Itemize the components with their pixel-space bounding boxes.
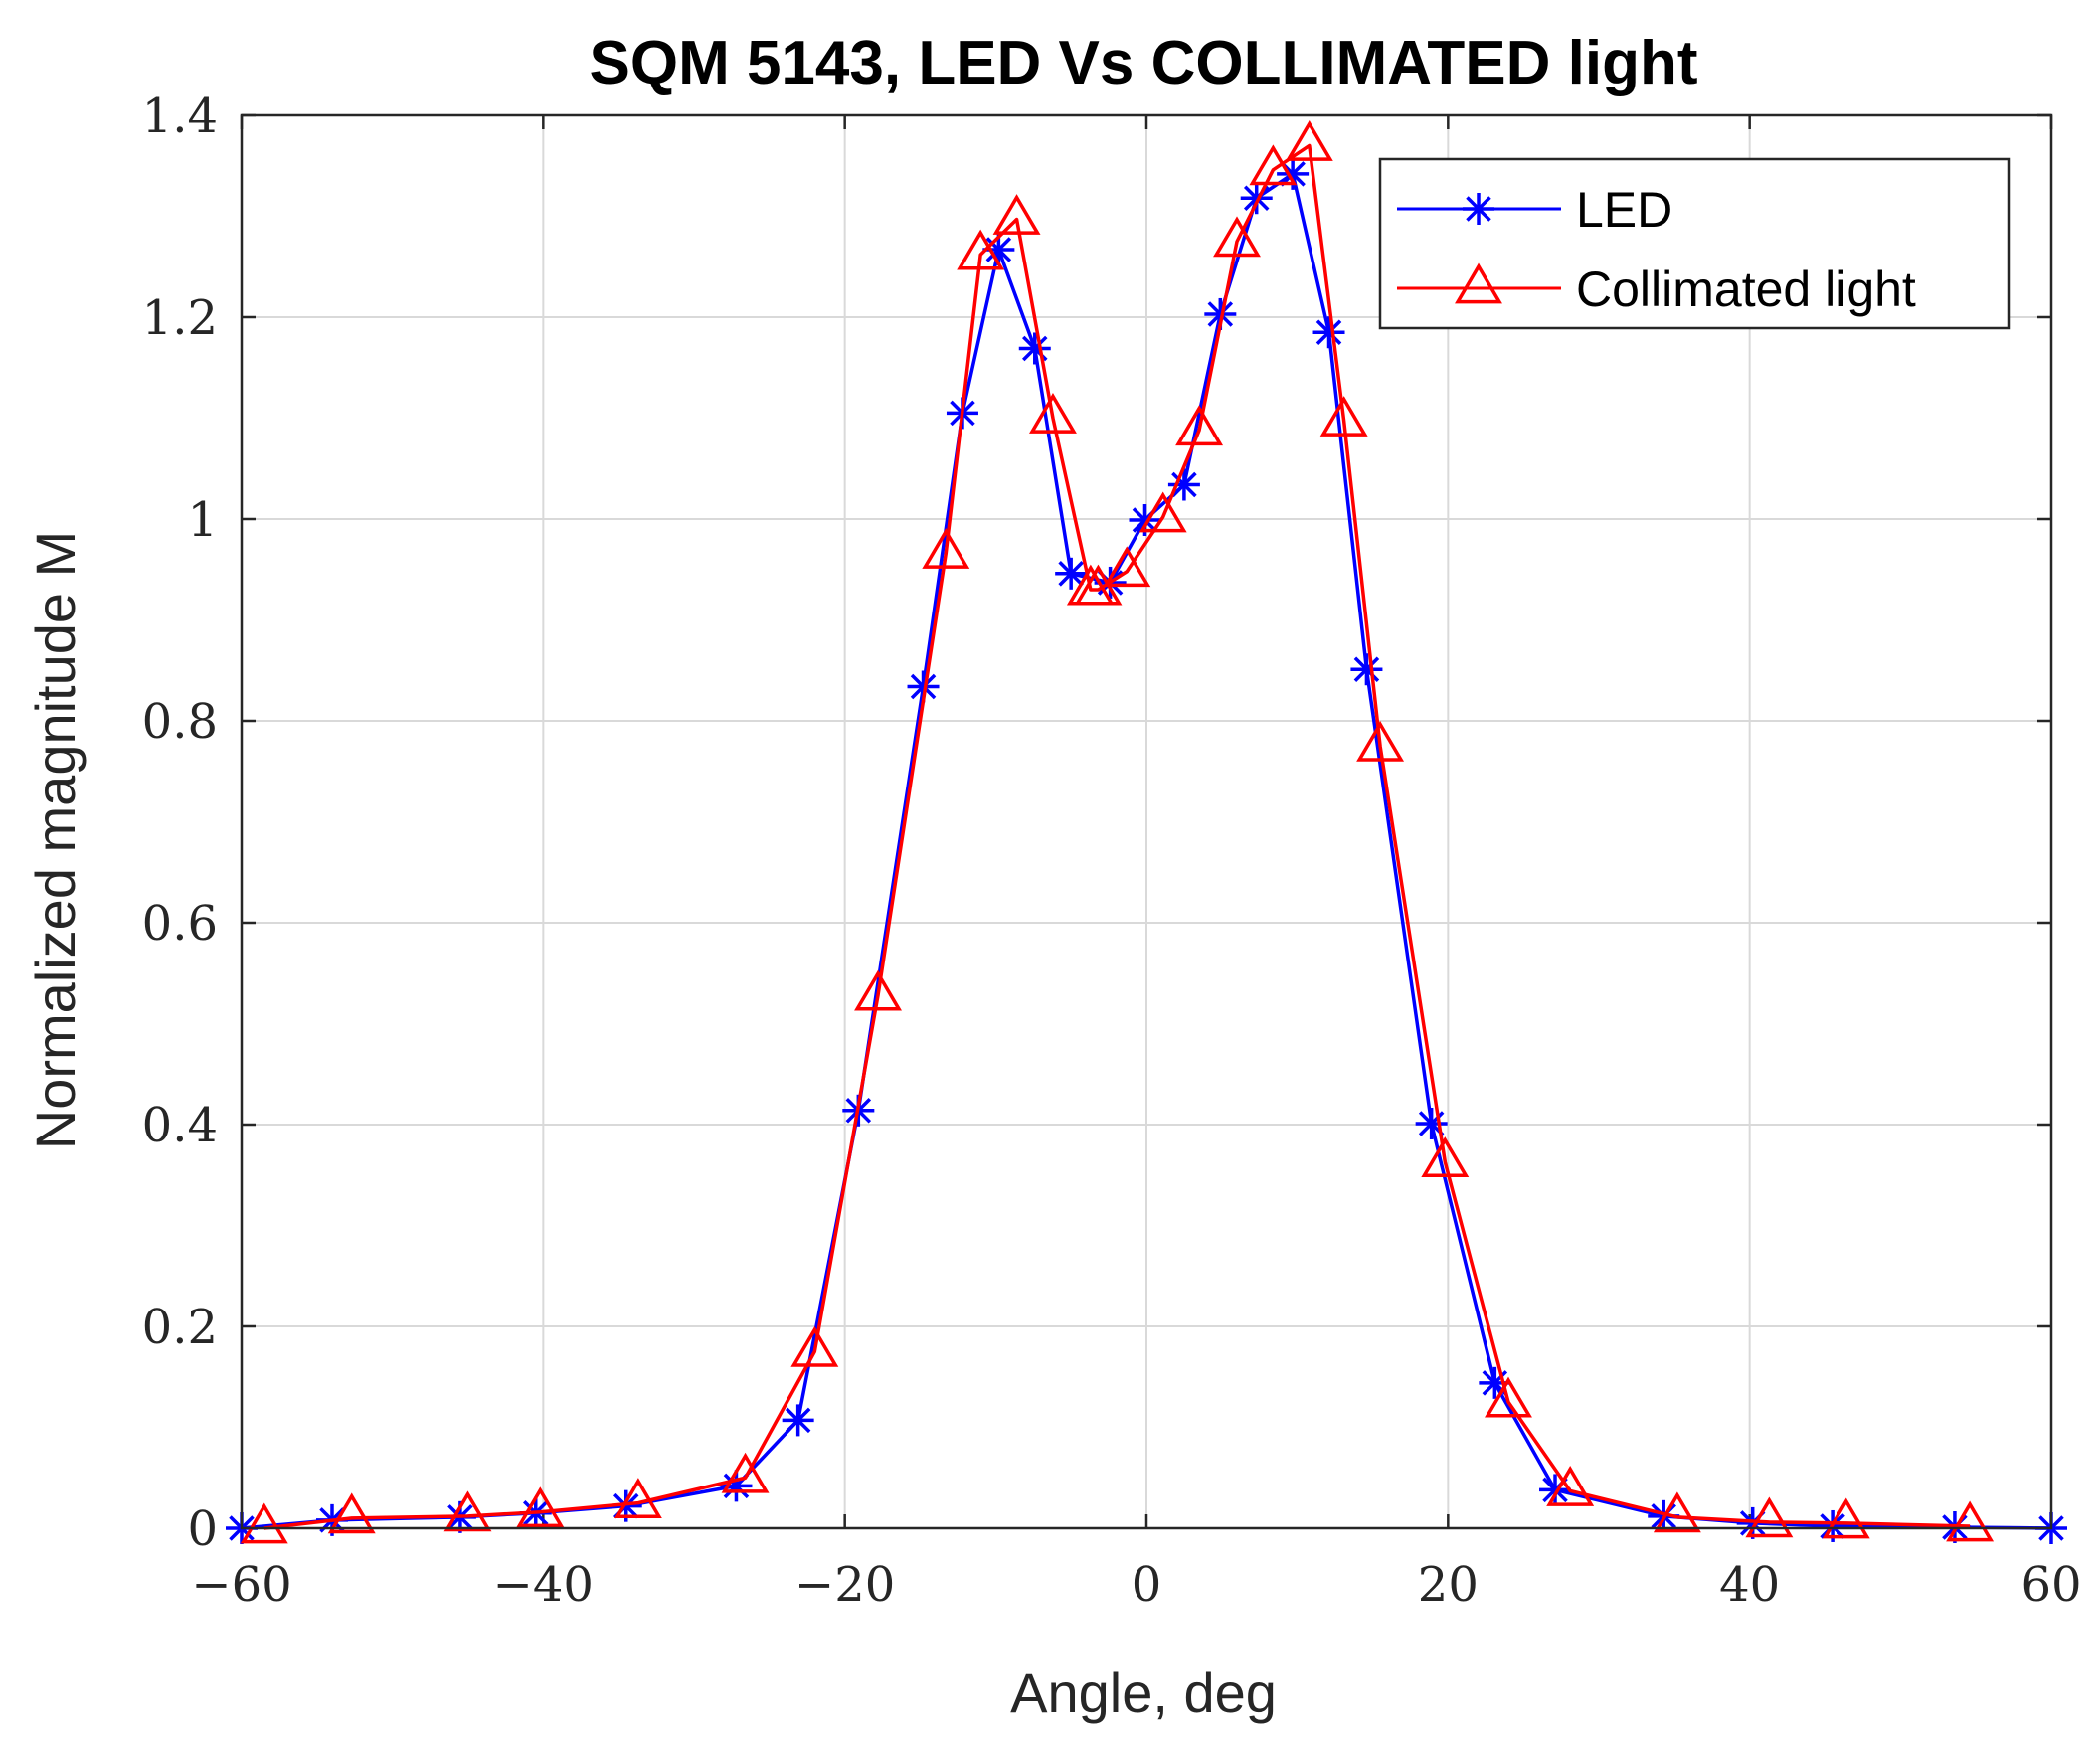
data-point-triangle [327, 1492, 376, 1534]
data-point-triangle [1421, 1136, 1470, 1177]
series-layer [226, 119, 2067, 1544]
data-point-asterisk [1055, 557, 1088, 590]
data-point-triangle [922, 528, 970, 569]
data-point-triangle [957, 229, 1005, 270]
x-tick-label: −20 [794, 1557, 895, 1613]
data-point-triangle [1029, 393, 1077, 434]
data-point-triangle [854, 969, 902, 1011]
data-point-asterisk [1240, 182, 1273, 215]
data-point-triangle [1455, 262, 1502, 304]
y-tick-label: 1.2 [142, 290, 218, 346]
y-tick-label: 0.4 [142, 1098, 218, 1153]
data-point-triangle [516, 1486, 565, 1528]
data-point-triangle [1319, 396, 1368, 437]
legend-box [1378, 157, 2011, 330]
data-point-triangle [1946, 1500, 1995, 1542]
grid [242, 115, 2051, 1528]
plot-border [240, 113, 2053, 1530]
data-point-triangle [1103, 546, 1151, 588]
data-point-triangle [240, 1502, 288, 1544]
x-tick-label: −40 [493, 1557, 594, 1613]
data-point-triangle [1213, 216, 1261, 258]
data-point-triangle [443, 1490, 492, 1532]
data-point-asterisk [1415, 1107, 1448, 1139]
y-axis-label: Normalized magnitude M [24, 531, 87, 1149]
data-point-asterisk [1018, 332, 1051, 365]
data-point-triangle [1356, 720, 1405, 762]
chart-title: SQM 5143, LED Vs COLLIMATED light [590, 29, 1698, 97]
data-point-triangle [1745, 1496, 1794, 1538]
x-tick-label: −60 [191, 1557, 291, 1613]
x-tick-label: 20 [1418, 1557, 1479, 1613]
y-tick-label: 0 [187, 1501, 218, 1557]
data-point-triangle [1249, 144, 1298, 186]
data-point-asterisk [1350, 653, 1383, 686]
legend-label-collimated: Collimated light [1576, 262, 1916, 317]
plot-area [226, 113, 2067, 1544]
legend: LED Collimated light [1378, 157, 2011, 330]
data-point-triangle [790, 1325, 839, 1367]
y-tick-label: 0.6 [142, 896, 218, 952]
data-point-asterisk [782, 1404, 814, 1437]
y-tick-label: 0.8 [142, 694, 218, 750]
y-tick-label: 1 [187, 492, 218, 548]
data-point-triangle [1285, 119, 1333, 161]
data-point-triangle [1175, 405, 1224, 446]
series-line [263, 143, 1971, 1530]
data-point-triangle [1822, 1497, 1870, 1539]
x-tick-label: 40 [1719, 1557, 1780, 1613]
x-tick-label: 0 [1132, 1557, 1162, 1613]
legend-label-led: LED [1576, 182, 1672, 238]
data-point-asterisk [1463, 193, 1494, 225]
x-tick-label: 60 [2020, 1557, 2081, 1613]
data-point-triangle [1138, 491, 1187, 533]
legend-marker-led [1463, 193, 1494, 225]
data-point-asterisk [1167, 468, 1200, 501]
x-tick-labels: −60 −40 −20 0 20 40 60 [191, 1557, 2081, 1613]
y-tick-labels: 0 0.2 0.4 0.6 0.8 1 1.2 1.4 [142, 88, 218, 1557]
data-point-triangle [1485, 1376, 1532, 1418]
y-tick-label: 1.4 [142, 88, 218, 144]
y-tick-label: 0.2 [142, 1300, 218, 1355]
x-axis-label: Angle, deg [1010, 1661, 1277, 1724]
data-point-triangle [1653, 1491, 1701, 1533]
data-point-triangle [613, 1478, 662, 1519]
legend-marker-collimated [1455, 262, 1502, 304]
data-point-triangle [1546, 1465, 1595, 1506]
data-point-triangle [721, 1452, 770, 1493]
data-point-asterisk [1312, 316, 1345, 349]
data-point-triangle [992, 194, 1041, 235]
series-collimated-light [240, 119, 1995, 1544]
